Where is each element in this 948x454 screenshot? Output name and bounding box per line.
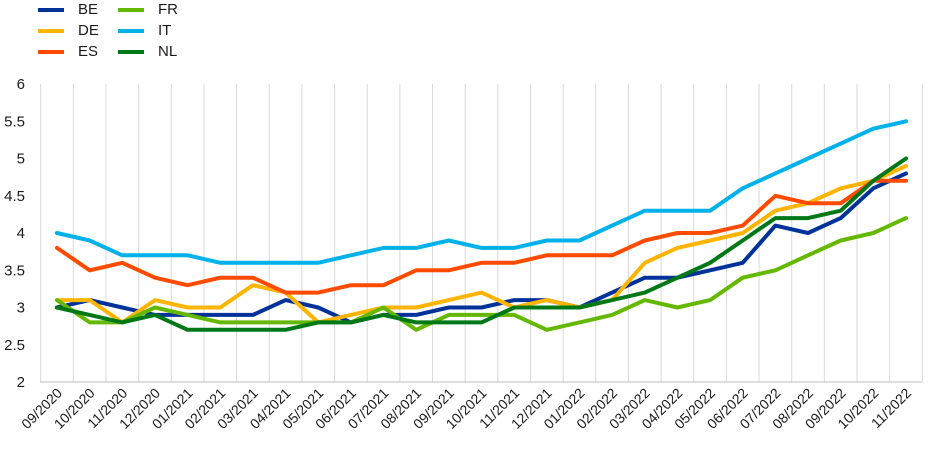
- y-tick-label: 3.5: [4, 262, 25, 279]
- legend-item-de[interactable]: DE: [38, 21, 99, 41]
- y-tick-label: 2: [17, 374, 25, 391]
- series-line-es[interactable]: [55, 178, 908, 295]
- legend-swatch-nl: [118, 50, 144, 54]
- legend-swatch-es: [38, 50, 64, 54]
- series-lines: [55, 119, 908, 332]
- legend-label-be: BE: [78, 1, 99, 18]
- legend-label-nl: NL: [158, 43, 178, 60]
- legend: BE DE ES FR IT NL: [0, 0, 948, 70]
- y-tick-label: 2.5: [4, 337, 25, 354]
- series-line-fr[interactable]: [55, 216, 908, 332]
- legend-label-es: ES: [78, 43, 99, 60]
- legend-swatch-fr: [118, 8, 144, 12]
- legend-swatch-be: [38, 8, 64, 12]
- y-axis: 2 2.5 3 3.5 4 4.5 5 5.5 6: [4, 76, 25, 391]
- legend-swatch-it: [118, 29, 144, 33]
- y-tick-label: 6: [17, 76, 25, 93]
- series-line-nl[interactable]: [55, 156, 908, 332]
- legend-item-it[interactable]: IT: [118, 21, 171, 41]
- legend-item-be[interactable]: BE: [38, 0, 98, 20]
- legend-swatch-de: [38, 29, 64, 33]
- y-tick-label: 3: [17, 300, 25, 317]
- series-line-de[interactable]: [55, 163, 908, 325]
- grid-lines: [40, 84, 923, 383]
- legend-label-it: IT: [158, 22, 172, 39]
- legend-item-es[interactable]: ES: [38, 42, 98, 62]
- series-line-be[interactable]: [55, 171, 908, 325]
- legend-label-fr: FR: [158, 1, 178, 18]
- y-tick-label: 5.5: [4, 113, 25, 130]
- legend-item-nl[interactable]: NL: [118, 42, 177, 62]
- y-tick-label: 4: [17, 225, 25, 242]
- legend-label-de: DE: [78, 22, 99, 39]
- legend-item-fr[interactable]: FR: [118, 0, 178, 20]
- y-tick-label: 5: [17, 151, 25, 168]
- x-axis: 09/202010/202011/202012/202001/202102/20…: [18, 385, 914, 432]
- series-line-it[interactable]: [55, 119, 908, 265]
- y-tick-label: 4.5: [4, 188, 25, 205]
